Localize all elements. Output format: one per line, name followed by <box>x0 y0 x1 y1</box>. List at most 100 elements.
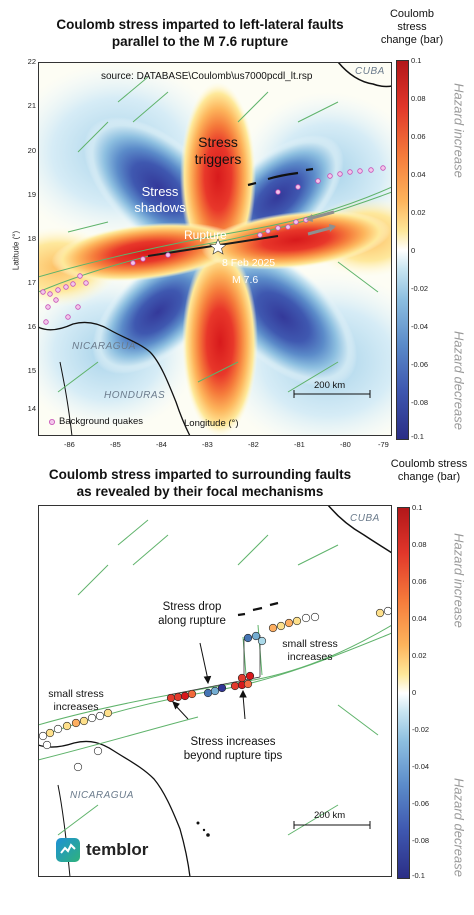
annot-tips-line1: Stress increases <box>190 736 276 748</box>
lat-tick: 18 <box>27 234 36 243</box>
nicaragua-coastline <box>59 361 73 436</box>
b-cayman-islands <box>237 601 279 617</box>
b-cuba-coastline <box>327 505 392 554</box>
legend-background-quakes: Background quakes <box>59 416 143 427</box>
top-country-honduras: HONDURAS <box>104 390 166 401</box>
annot-small-increase-left: small stress increases <box>36 688 116 714</box>
bottom-country-cuba: CUBA <box>350 513 380 524</box>
lat-tick: 14 <box>27 404 36 413</box>
top-stress-map <box>38 62 392 436</box>
motion-arrowhead-right <box>329 224 336 232</box>
bottom-title: Coulomb stress imparted to surrounding f… <box>40 466 360 500</box>
top-colorbar-title: Coulomb stress change (bar) <box>372 8 452 47</box>
top-country-cuba: CUBA <box>355 66 385 77</box>
lon-tick: -85 <box>110 440 121 449</box>
annot-tips-line2: beyond rupture tips <box>183 750 283 762</box>
bottom-title-line1: Coulomb stress imparted to surrounding f… <box>48 467 352 482</box>
bottom-hazard-decrease: Hazard decrease <box>451 778 467 877</box>
cb-b-tick: 0.1 <box>412 503 423 512</box>
lat-tick: 16 <box>27 322 36 331</box>
top-hazard-increase: Hazard increase <box>451 83 467 178</box>
epicenter-star <box>209 238 227 255</box>
colorbar-title-line3: change (bar) <box>380 34 444 46</box>
colorbar-b-title-line1: Coulomb stress <box>390 458 468 470</box>
bottom-focal-map <box>38 505 392 877</box>
cb-tick: 0.02 <box>411 208 426 217</box>
background-quakes <box>40 165 386 325</box>
b-honduras-coastline <box>38 740 191 877</box>
legend-quake-symbol <box>49 419 55 425</box>
cb-b-tick: 0 <box>412 688 417 697</box>
cb-tick: -0.1 <box>411 432 424 441</box>
top-xlabel: Longitude (°) <box>184 418 239 429</box>
stress-trigger-south <box>182 247 258 436</box>
stress-trigger-west <box>51 222 241 282</box>
b-small-islands <box>196 821 210 837</box>
bottom-colorbar-ticks: 0.1 0.08 0.06 0.04 0.02 0 -0.02 -0.04 -0… <box>412 503 442 880</box>
honduras-coastline <box>38 321 191 436</box>
top-hazard-decrease: Hazard decrease <box>451 331 467 430</box>
bottom-country-nicaragua: NICARAGUA <box>70 790 134 801</box>
lon-tick: -86 <box>64 440 75 449</box>
event-magnitude: M 7.6 <box>232 274 259 286</box>
b-nicaragua-coastline <box>57 784 71 877</box>
cb-b-tick: -0.04 <box>412 762 430 771</box>
cb-tick: 0.1 <box>411 56 422 65</box>
cb-b-tick: -0.1 <box>412 871 425 880</box>
lon-tick: -79 <box>378 440 389 449</box>
cb-tick: -0.06 <box>411 360 429 369</box>
top-title: Coulomb stress imparted to left-lateral … <box>40 16 360 50</box>
top-scale-label: 200 km <box>314 380 346 391</box>
bottom-hazard-increase: Hazard increase <box>451 533 467 628</box>
temblor-logo-icon <box>56 838 80 862</box>
cb-tick: 0.06 <box>411 132 426 141</box>
annotation-arrows <box>172 642 247 720</box>
top-colorbar-ticks: 0.1 0.08 0.06 0.04 0.02 0 -0.02 -0.04 -0… <box>411 56 441 441</box>
label-rupture: Rupture <box>184 228 227 242</box>
bottom-colorbar-title: Coulomb stress change (bar) <box>384 458 474 484</box>
cb-tick: 0.04 <box>411 170 426 179</box>
lat-tick: 17 <box>27 278 36 287</box>
annot-left-line2: increases <box>53 701 99 713</box>
lat-tick: 19 <box>27 190 36 199</box>
label-stress-triggers-line2: triggers <box>194 151 242 167</box>
top-lat-ticks: 22 21 20 19 18 17 16 15 14 <box>16 57 36 436</box>
top-colorbar <box>396 60 409 440</box>
lon-tick: -80 <box>340 440 351 449</box>
cb-b-tick: -0.06 <box>412 799 430 808</box>
lat-tick: 15 <box>27 366 36 375</box>
top-lon-ticks: -86 -85 -84 -83 -82 -81 -80 -79 <box>38 440 392 452</box>
label-stress-shadows-line1: Stress <box>141 184 179 199</box>
annot-stress-drop-line1: Stress drop <box>162 601 222 613</box>
colorbar-title-line1: Coulomb <box>389 8 435 20</box>
scale-bar <box>293 390 371 398</box>
cb-tick: 0 <box>411 246 416 255</box>
bottom-scale-label: 200 km <box>314 810 346 821</box>
cuba-coastline <box>337 62 392 88</box>
annot-stress-drop: Stress drop along rupture <box>148 600 236 628</box>
cb-tick: -0.04 <box>411 322 429 331</box>
temblor-wave-icon <box>60 843 76 854</box>
top-title-line2: parallel to the M 7.6 rupture <box>111 34 289 49</box>
lon-tick: -81 <box>294 440 305 449</box>
cb-tick: 0.08 <box>411 94 426 103</box>
motion-arrowhead-left <box>306 214 313 222</box>
cb-b-tick: 0.04 <box>412 614 427 623</box>
annot-right-line2: increases <box>287 651 333 663</box>
top-title-line1: Coulomb stress imparted to left-lateral … <box>56 17 344 32</box>
lat-tick: 21 <box>27 101 36 110</box>
focal-mechanisms <box>38 606 392 772</box>
event-date: 8 Feb 2025 <box>222 257 276 269</box>
bottom-colorbar <box>397 507 410 879</box>
top-ylabel: Latitude (°) <box>11 230 21 271</box>
colorbar-title-line2: stress <box>397 21 427 33</box>
source-text: source: DATABASE\Coulomb\us7000pcdl_lt.r… <box>101 71 313 82</box>
top-country-nicaragua: NICARAGUA <box>72 341 136 352</box>
lon-tick: -82 <box>248 440 259 449</box>
cayman-islands <box>247 167 314 187</box>
label-stress-triggers-line1: Stress <box>198 134 238 150</box>
lat-tick: 20 <box>27 146 36 155</box>
cb-b-tick: -0.02 <box>412 725 430 734</box>
label-stress-triggers: Stress triggers <box>188 134 248 168</box>
lon-tick: -84 <box>156 440 167 449</box>
